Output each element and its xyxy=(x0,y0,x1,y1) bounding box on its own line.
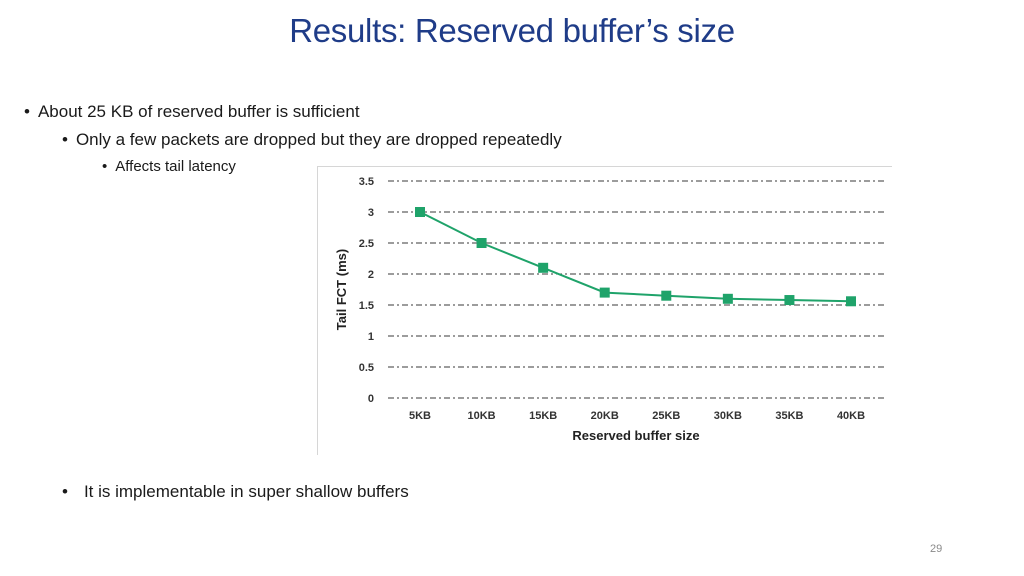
y-tick-label: 1 xyxy=(368,331,374,343)
y-tick-label: 0.5 xyxy=(359,362,374,374)
bullet-bottom-text: It is implementable in super shallow buf… xyxy=(83,482,409,501)
bullet-level1-text: About 25 KB of reserved buffer is suffic… xyxy=(37,102,360,121)
y-axis-title: Tail FCT (ms) xyxy=(334,249,349,330)
bullet-marker: • xyxy=(62,482,68,501)
x-tick-label: 15KB xyxy=(529,410,557,422)
data-point xyxy=(599,287,610,298)
x-axis-title: Reserved buffer size xyxy=(572,428,699,443)
bullet-level3-text: Affects tail latency xyxy=(115,158,236,175)
x-tick-label: 10KB xyxy=(468,410,496,422)
data-point xyxy=(415,207,425,217)
x-tick-label: 35KB xyxy=(775,410,803,422)
bullet-marker: • xyxy=(24,102,30,121)
data-point xyxy=(476,238,487,248)
y-tick-label: 2 xyxy=(368,269,374,281)
x-tick-label: 30KB xyxy=(714,410,742,422)
y-tick-label: 0 xyxy=(368,393,374,405)
slide-title: Results: Reserved buffer’s size xyxy=(289,12,735,49)
series-line xyxy=(419,211,852,303)
y-tick-label: 2.5 xyxy=(359,238,374,250)
bullet-level3: • Affects tail latency xyxy=(102,158,236,175)
data-point xyxy=(722,293,733,304)
bullet-level1: • About 25 KB of reserved buffer is suffi… xyxy=(24,102,360,122)
y-tick-label: 1.5 xyxy=(359,300,374,312)
x-tick-label: 25KB xyxy=(652,410,680,422)
bullet-marker: • xyxy=(62,130,68,149)
data-point xyxy=(846,296,856,307)
data-point xyxy=(538,262,549,273)
bullet-level2: • Only a few packets are dropped but they… xyxy=(62,130,562,150)
y-tick-label: 3 xyxy=(368,207,374,219)
data-point xyxy=(784,295,795,306)
y-tick-label: 3.5 xyxy=(359,176,374,188)
x-tick-label: 20KB xyxy=(591,410,619,422)
x-tick-label: 5KB xyxy=(409,410,431,422)
data-point xyxy=(661,290,672,301)
chart-container: 0 0.5 1 1.5 2 2.5 3 3.5 5KB 10KB 15KB 20KB 25KB 30KB 3… xyxy=(317,166,892,455)
bullet-level2-text: Only a few packets are dropped but they … xyxy=(75,130,562,149)
bullet-marker: • xyxy=(102,158,108,175)
bullet-bottom: • It is implementable in super shallow bu… xyxy=(62,482,409,502)
x-tick-label: 40KB xyxy=(837,410,865,422)
page-number: 29 xyxy=(930,543,943,555)
line-chart: 0 0.5 1 1.5 2 2.5 3 3.5 5KB 10KB 15KB 20KB 25KB 30KB 3… xyxy=(334,176,884,443)
